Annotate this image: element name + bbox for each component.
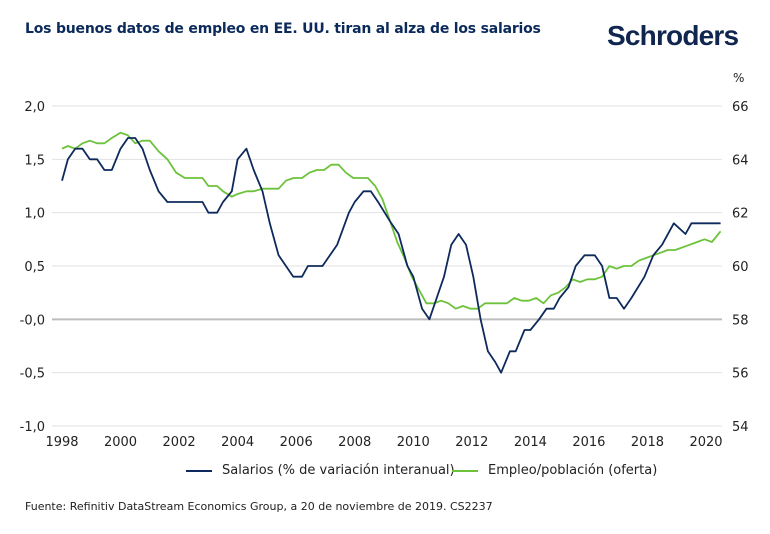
- x-axis-tick-label: 2000: [104, 435, 137, 450]
- x-axis-tick-label: 2002: [163, 435, 196, 450]
- x-axis-tick-label: 2016: [572, 435, 605, 450]
- legend-label-empleo: Empleo/población (oferta): [488, 463, 658, 478]
- right-axis-tick-label: 58: [732, 313, 749, 328]
- right-axis-ticks: 66 64 62 60 58 56 54: [732, 100, 749, 435]
- legend-swatch-empleo: [452, 469, 478, 472]
- legend-label-salarios: Salarios (% de variación interanual): [222, 463, 455, 478]
- left-axis-tick-label: 0,5: [24, 260, 45, 275]
- series-line-salarios: [61, 137, 721, 374]
- legend-swatch-salarios: [186, 469, 212, 472]
- right-axis-tick-label: 64: [732, 153, 749, 168]
- x-axis-tick-label: 2020: [689, 435, 722, 450]
- x-axis-tick-label: 2010: [397, 435, 430, 450]
- right-axis-tick-label: 66: [732, 100, 749, 115]
- left-axis-tick-label: -1,0: [20, 420, 45, 435]
- x-axis-ticks: 1998 2000 2002 2004 2006 2008 2010 2012 2014 2016…: [45, 435, 722, 450]
- left-axis-tick-label: 2,0: [24, 100, 45, 115]
- right-axis-tick-label: 54: [732, 420, 749, 435]
- schroders-logo: Schroders: [607, 20, 739, 51]
- left-axis-tick-label: -0,5: [20, 367, 45, 382]
- series-line-empleo: [61, 131, 722, 310]
- x-axis-tick-label: 2004: [221, 435, 254, 450]
- left-axis-tick-label: 1,5: [24, 153, 45, 168]
- right-axis-tick-label: 56: [732, 367, 749, 382]
- x-axis-tick-label: 2008: [338, 435, 371, 450]
- x-axis-tick-label: 2012: [455, 435, 488, 450]
- left-axis-tick-label: -0,0: [20, 313, 45, 328]
- x-axis-tick-label: 2006: [280, 435, 313, 450]
- legend-item-empleo: Empleo/población (oferta): [452, 463, 657, 478]
- x-axis-tick-label: 2018: [631, 435, 664, 450]
- x-axis-tick-label: 2014: [514, 435, 547, 450]
- x-axis-tick-label: 1998: [45, 435, 78, 450]
- legend-item-salarios: Salarios (% de variación interanual): [186, 463, 455, 478]
- left-axis-tick-label: 1,0: [24, 207, 45, 222]
- right-axis-tick-label: 62: [732, 207, 749, 222]
- source-note: Fuente: Refinitiv DataStream Economics G…: [25, 500, 493, 513]
- right-axis-tick-label: 60: [732, 260, 749, 275]
- chart-title: Los buenos datos de empleo en EE. UU. ti…: [25, 21, 541, 37]
- left-axis-ticks: 2,0 1,5 1,0 0,5 -0,0 -0,5 -1,0: [20, 100, 45, 435]
- right-axis-unit-label: %: [733, 71, 745, 85]
- series-lines: [61, 131, 722, 374]
